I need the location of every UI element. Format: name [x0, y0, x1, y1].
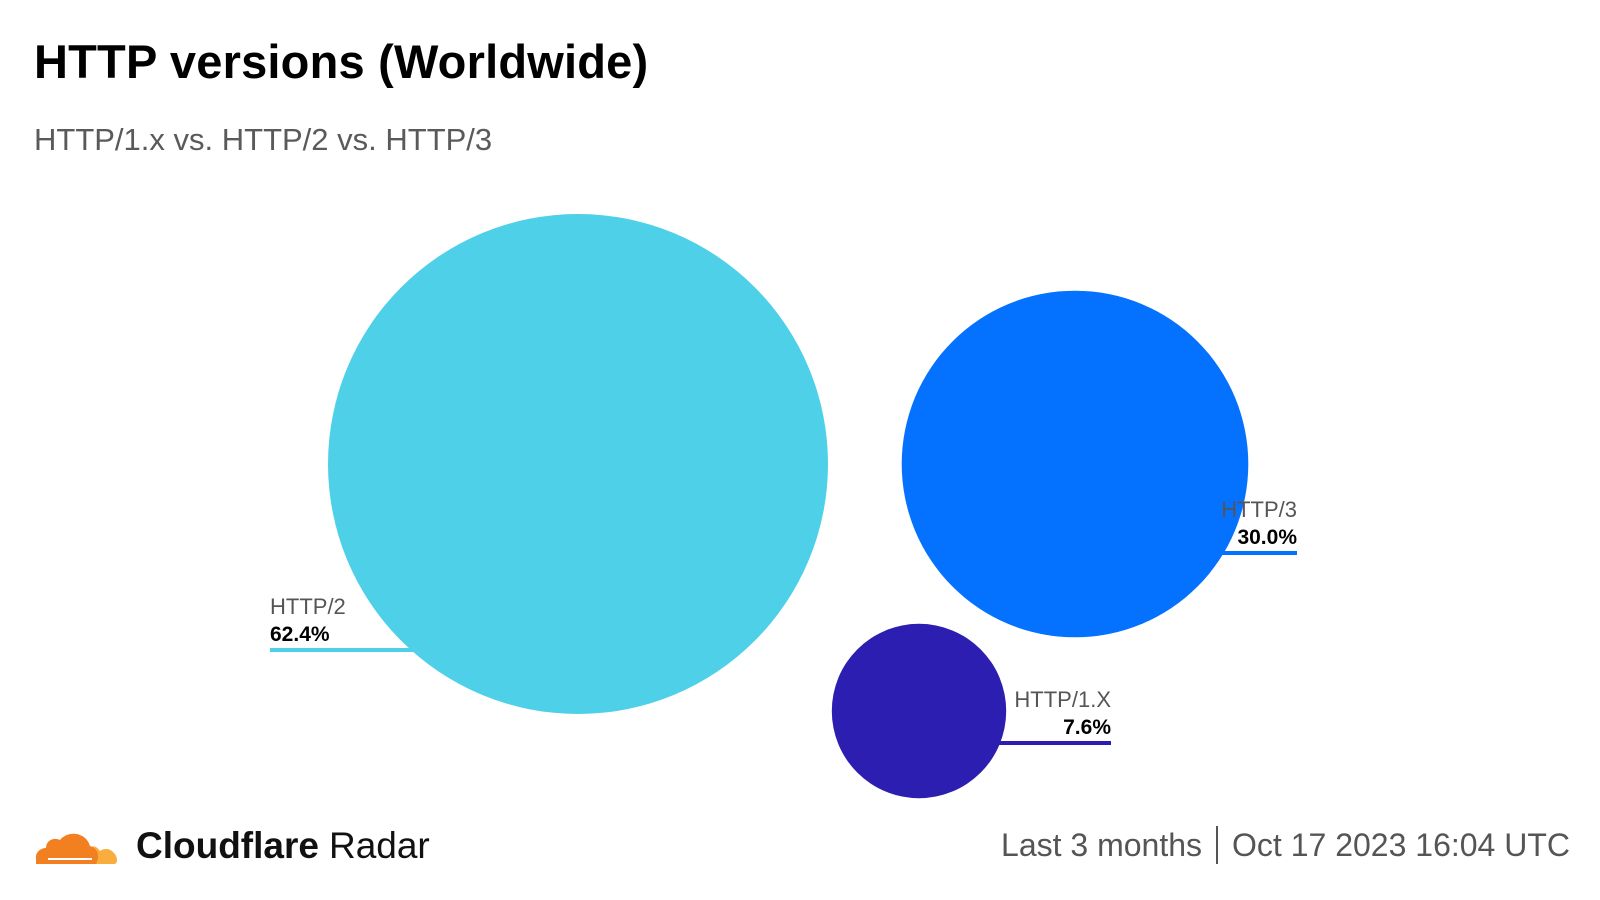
chart-title: HTTP versions (Worldwide) — [34, 35, 649, 88]
series-label-http-3: HTTP/3 — [1221, 497, 1297, 522]
time-range: Last 3 months — [1001, 826, 1203, 863]
brand-footer: Cloudflare Radar — [34, 822, 430, 870]
cloudflare-logo-icon — [35, 833, 117, 864]
brand-name: Cloudflare — [136, 825, 319, 866]
series-label-http-2: HTTP/2 — [270, 594, 346, 619]
separator — [1216, 826, 1219, 864]
value-label-http-3: 30.0% — [1237, 526, 1297, 549]
value-label-http-2: 62.4% — [270, 623, 330, 646]
bubble-http-3 — [901, 290, 1249, 638]
chart-subtitle: HTTP/1.x vs. HTTP/2 vs. HTTP/3 — [34, 122, 493, 157]
bubble-http-1-x — [831, 623, 1007, 799]
series-label-http-1-x: HTTP/1.X — [1014, 687, 1111, 712]
timestamp: Oct 17 2023 16:04 UTC — [1232, 826, 1570, 863]
brand-product: Radar — [328, 825, 430, 866]
footer-meta: Last 3 months Oct 17 2023 16:04 UTC — [1001, 826, 1570, 864]
bubble-http-2 — [328, 214, 828, 714]
value-label-http-1-x: 7.6% — [1063, 716, 1111, 739]
